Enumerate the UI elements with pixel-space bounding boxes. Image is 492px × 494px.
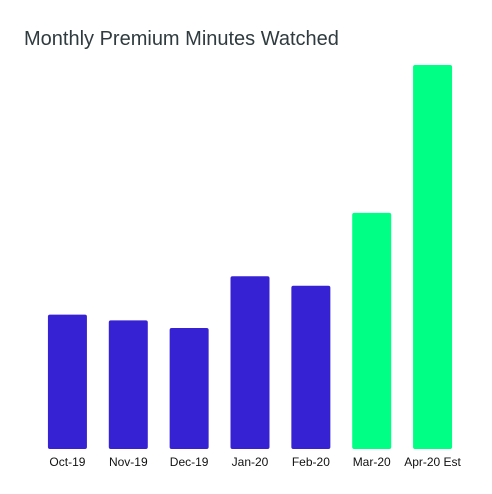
x-tick-label: Mar-20 bbox=[353, 455, 391, 469]
chart-title: Monthly Premium Minutes Watched bbox=[24, 28, 339, 50]
bar-oct-19 bbox=[47, 314, 87, 449]
bars-group bbox=[47, 65, 453, 449]
x-tick-label: Jan-20 bbox=[232, 455, 269, 469]
bar-nov-19 bbox=[108, 320, 148, 449]
x-tick-label: Apr-20 Est bbox=[404, 455, 461, 469]
x-tick-label: Dec-19 bbox=[170, 455, 209, 469]
bar-feb-20 bbox=[291, 285, 331, 449]
bar-jan-20 bbox=[230, 276, 270, 449]
x-tick-label: Nov-19 bbox=[109, 455, 148, 469]
x-tick-label: Oct-19 bbox=[49, 455, 85, 469]
bar-dec-19 bbox=[169, 328, 209, 449]
x-tick-label: Feb-20 bbox=[292, 455, 330, 469]
bar-mar-20 bbox=[352, 212, 392, 449]
x-tick-labels: Oct-19 Nov-19 Dec-19 Jan-20 Feb-20 Mar-20 Apr-… bbox=[49, 455, 461, 469]
bar-apr-20-est bbox=[413, 65, 453, 449]
